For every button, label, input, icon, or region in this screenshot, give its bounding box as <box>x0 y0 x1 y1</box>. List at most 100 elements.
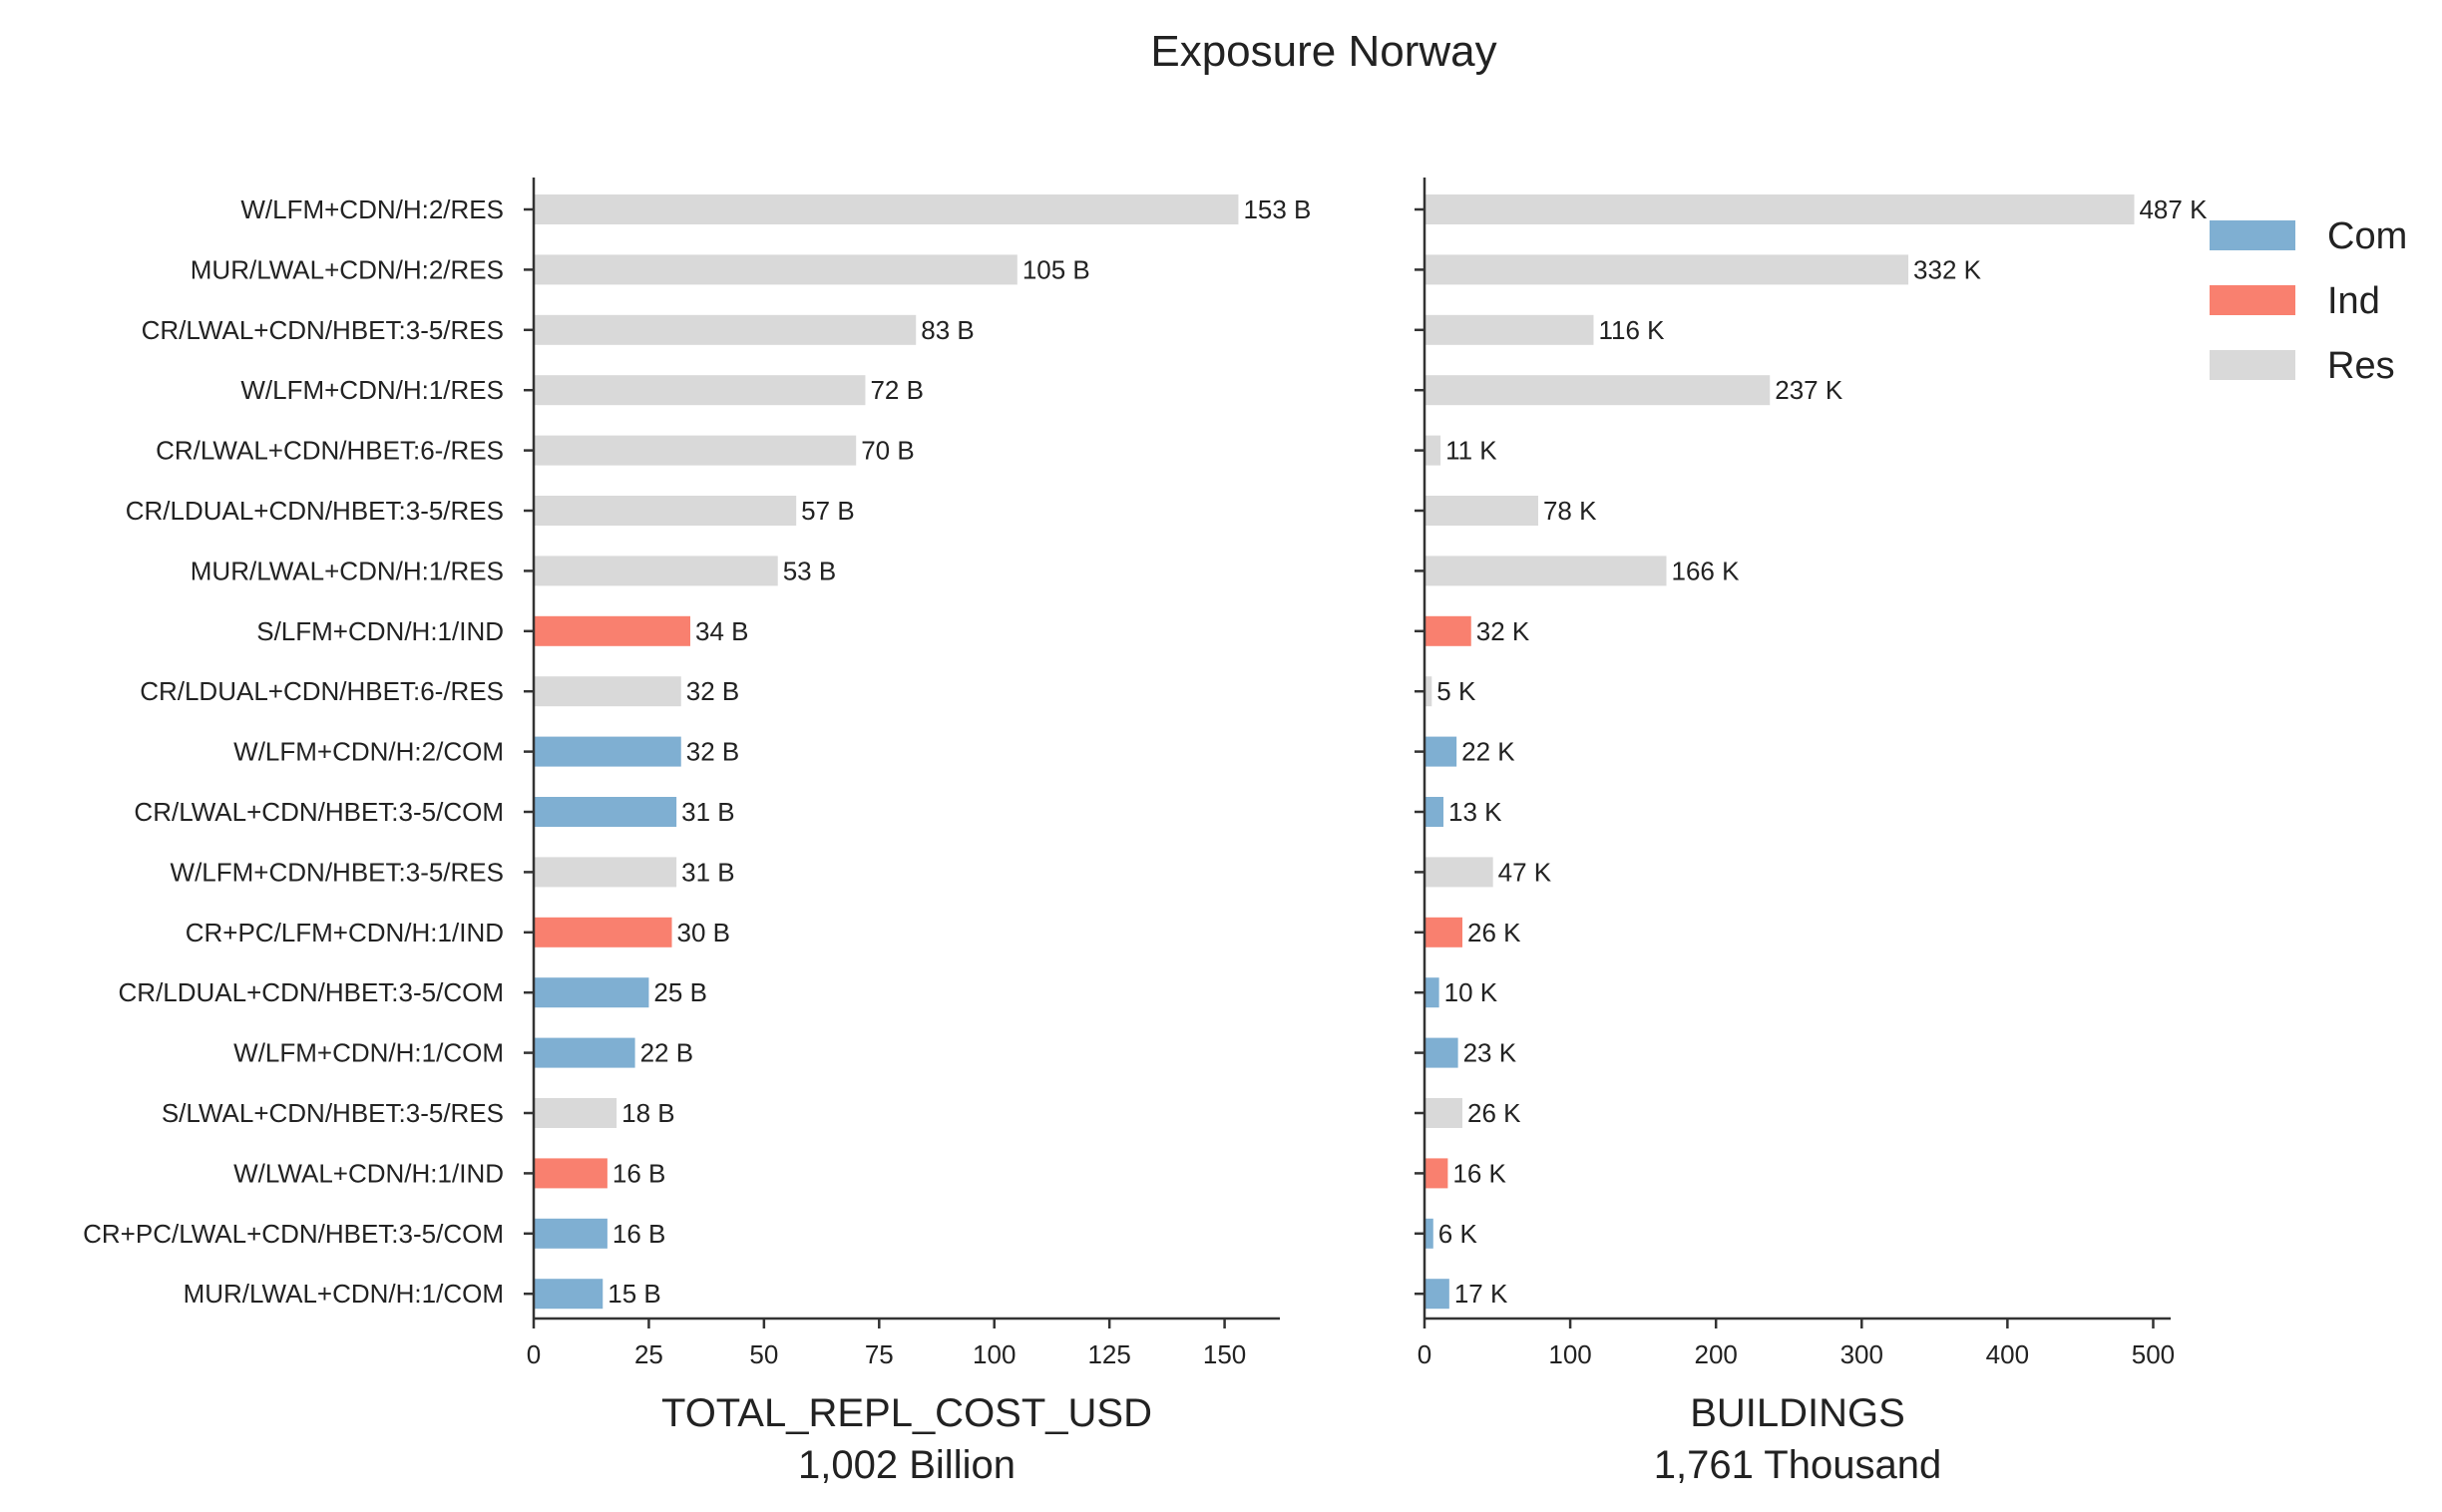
bar-res <box>1424 375 1771 406</box>
data-label: 70 B <box>861 436 915 466</box>
data-label: 16 B <box>612 1158 666 1188</box>
category-label: CR/LWAL+CDN/HBET:6-/RES <box>156 436 504 466</box>
bar-res <box>534 857 677 888</box>
bar-com <box>534 797 677 827</box>
data-label: 10 K <box>1444 977 1498 1007</box>
data-label: 53 B <box>783 556 837 585</box>
bar-com <box>1424 736 1457 767</box>
category-label: S/LWAL+CDN/HBET:3-5/RES <box>162 1098 504 1128</box>
x-axis-title: BUILDINGS <box>1690 1391 1905 1435</box>
category-label: MUR/LWAL+CDN/H:1/RES <box>191 556 504 585</box>
category-label: CR/LDUAL+CDN/HBET:3-5/RES <box>126 496 504 526</box>
bar-ind <box>534 615 690 646</box>
x-tick-label: 200 <box>1694 1339 1737 1369</box>
data-label: 32 B <box>686 737 740 767</box>
category-label: MUR/LWAL+CDN/H:2/RES <box>191 254 504 284</box>
bar-res <box>534 254 1018 285</box>
data-label: 31 B <box>681 797 735 827</box>
bar-com <box>534 736 681 767</box>
bar-ind <box>534 1158 608 1189</box>
data-label: 16 B <box>612 1219 666 1249</box>
data-label: 15 B <box>608 1279 661 1309</box>
x-tick-label: 400 <box>1986 1339 2029 1369</box>
data-label: 26 K <box>1467 1098 1521 1128</box>
data-label: 13 K <box>1448 797 1502 827</box>
data-label: 237 K <box>1775 375 1843 405</box>
legend-label: Com <box>2327 215 2407 257</box>
legend-swatch-res <box>2210 350 2295 380</box>
x-axis-subtitle: 1,761 Thousand <box>1654 1443 1941 1487</box>
data-label: 5 K <box>1436 676 1476 706</box>
x-tick-label: 125 <box>1087 1339 1130 1369</box>
bar-res <box>1424 857 1493 888</box>
data-label: 166 K <box>1672 556 1741 585</box>
bar-ind <box>1424 917 1462 947</box>
bar-res <box>534 1098 617 1128</box>
data-label: 78 K <box>1543 496 1597 526</box>
category-label: W/LFM+CDN/H:1/COM <box>233 1038 504 1068</box>
x-tick-label: 50 <box>749 1339 778 1369</box>
bar-res <box>534 194 1239 224</box>
category-label: W/LWAL+CDN/H:1/IND <box>233 1158 504 1188</box>
bar-res <box>1424 194 2135 224</box>
x-tick-label: 100 <box>973 1339 1016 1369</box>
category-label: S/LFM+CDN/H:1/IND <box>256 616 504 646</box>
category-label: CR/LWAL+CDN/HBET:3-5/RES <box>142 315 504 345</box>
legend-swatch-com <box>2210 220 2295 250</box>
data-label: 116 K <box>1598 315 1665 345</box>
bar-res <box>534 676 681 707</box>
data-label: 23 K <box>1463 1038 1517 1068</box>
x-tick-label: 500 <box>2132 1339 2175 1369</box>
bar-res <box>1424 254 1909 285</box>
category-label: CR/LDUAL+CDN/HBET:3-5/COM <box>119 977 504 1007</box>
category-label: CR+PC/LFM+CDN/H:1/IND <box>186 918 504 947</box>
bar-ind <box>1424 1158 1448 1189</box>
data-label: 57 B <box>801 496 855 526</box>
bar-res <box>534 496 797 526</box>
data-label: 25 B <box>653 977 707 1007</box>
data-label: 32 B <box>686 676 740 706</box>
bar-com <box>1424 1218 1433 1249</box>
bar-res <box>534 314 917 345</box>
bar-com <box>534 1279 604 1310</box>
bar-com <box>1424 1037 1458 1068</box>
data-label: 22 K <box>1461 737 1515 767</box>
data-label: 22 B <box>640 1038 694 1068</box>
bar-res <box>534 556 778 586</box>
data-label: 105 B <box>1022 254 1090 284</box>
bar-res <box>1424 435 1441 466</box>
x-tick-label: 150 <box>1203 1339 1246 1369</box>
x-axis-subtitle: 1,002 Billion <box>798 1443 1016 1487</box>
category-label: W/LFM+CDN/H:1/RES <box>240 375 504 405</box>
bar-com <box>534 977 649 1008</box>
data-label: 32 K <box>1476 616 1530 646</box>
legend-label: Ind <box>2327 280 2380 322</box>
category-label: W/LFM+CDN/H:2/RES <box>240 194 504 224</box>
category-label: W/LFM+CDN/HBET:3-5/RES <box>171 857 504 887</box>
data-label: 47 K <box>1498 857 1552 887</box>
bar-ind <box>534 917 672 947</box>
legend-swatch-ind <box>2210 285 2295 315</box>
bar-res <box>1424 496 1538 526</box>
data-label: 31 B <box>681 857 735 887</box>
bar-res <box>1424 556 1667 586</box>
data-label: 18 B <box>621 1098 675 1128</box>
bar-res <box>534 375 866 406</box>
category-label: MUR/LWAL+CDN/H:1/COM <box>184 1279 504 1309</box>
category-label: W/LFM+CDN/H:2/COM <box>233 737 504 767</box>
x-tick-label: 300 <box>1840 1339 1883 1369</box>
data-label: 332 K <box>1913 254 1982 284</box>
x-axis-title: TOTAL_REPL_COST_USD <box>661 1391 1152 1435</box>
bar-res <box>534 435 857 466</box>
bar-com <box>534 1218 608 1249</box>
data-label: 83 B <box>921 315 975 345</box>
category-label: CR/LWAL+CDN/HBET:3-5/COM <box>134 797 504 827</box>
bar-com <box>534 1037 635 1068</box>
x-tick-label: 100 <box>1548 1339 1591 1369</box>
x-tick-label: 75 <box>865 1339 894 1369</box>
bar-com <box>1424 977 1439 1008</box>
category-label: CR+PC/LWAL+CDN/HBET:3-5/COM <box>83 1219 504 1249</box>
data-label: 26 K <box>1467 918 1521 947</box>
